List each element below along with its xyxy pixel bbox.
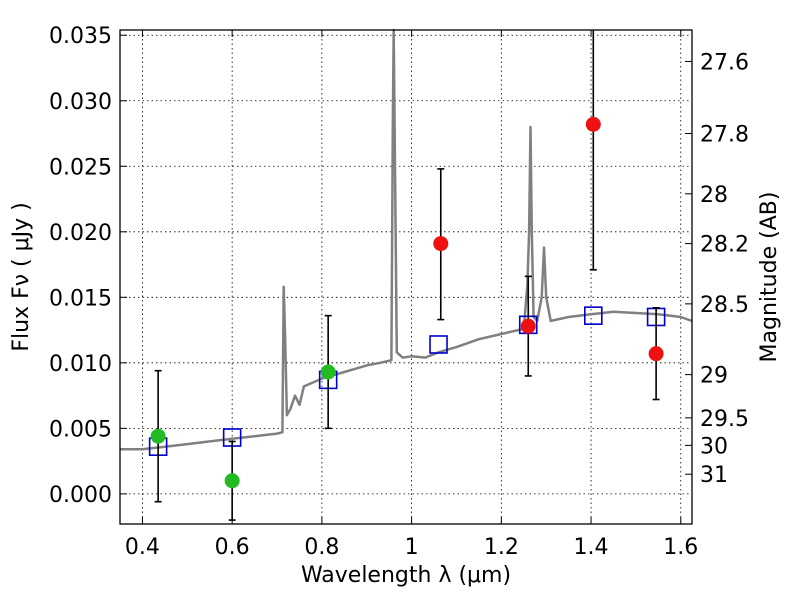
x-tick-label: 0.4 <box>125 535 160 560</box>
y-tick-label: 0.020 <box>49 221 112 246</box>
x-tick-labels: 0.4 0.6 0.8 1 1.2 1.4 1.6 <box>125 535 698 560</box>
y2-tick-label: 30 <box>700 434 728 459</box>
y2-tick-label: 29.5 <box>700 407 749 432</box>
model-photometry-square <box>429 335 448 354</box>
y-tick-label: 0.035 <box>49 24 112 49</box>
model-photometry-layer <box>148 306 666 456</box>
y-tick-label: 0.005 <box>49 417 112 442</box>
detection-point <box>224 473 240 489</box>
x-tick-label: 1.2 <box>484 535 519 560</box>
detection-point <box>320 364 336 380</box>
x-tick-label: 1.4 <box>574 535 609 560</box>
model-spectrum-layer <box>120 28 693 451</box>
x-tick-label: 0.8 <box>304 535 339 560</box>
tick-marks <box>120 30 692 524</box>
model-photometry-square <box>584 306 603 325</box>
y2-tick-label: 29 <box>700 364 728 389</box>
y-axis-label: Flux Fν ( μJy ) <box>9 202 34 351</box>
y2-tick-label: 28.5 <box>700 293 749 318</box>
x-tick-label: 0.6 <box>215 535 250 560</box>
detections-layer <box>150 116 664 489</box>
y-tick-label: 0.015 <box>49 286 112 311</box>
x-tick-label: 1.6 <box>663 535 698 560</box>
y2-tick-label: 28.2 <box>700 233 749 258</box>
detection-point <box>648 346 664 362</box>
y-tick-labels: 0.000 0.005 0.010 0.015 0.020 0.025 0.030 0.035 <box>49 24 112 508</box>
y-tick-label: 0.000 <box>49 483 112 508</box>
y2-tick-label: 31 <box>700 463 728 488</box>
y-tick-label: 0.010 <box>49 352 112 377</box>
y-tick-label: 0.025 <box>49 155 112 180</box>
detection-point <box>150 428 166 444</box>
detection-point <box>520 318 536 334</box>
x-axis-label: Wavelength λ (μm) <box>301 563 511 588</box>
detection-point <box>433 236 449 252</box>
x-tick-label: 1 <box>405 535 419 560</box>
y2-tick-label: 28 <box>700 183 728 208</box>
detection-point <box>585 116 601 132</box>
y2-tick-label: 27.6 <box>700 50 749 75</box>
y2-tick-labels: 27.6 27.8 28 28.2 28.5 29 29.530 31 <box>700 50 749 488</box>
y2-axis-label: Magnitude (AB) <box>757 192 782 363</box>
grid-lines <box>120 30 692 524</box>
y2-tick-label: 27.8 <box>700 123 749 148</box>
model-spectrum-line <box>120 28 693 451</box>
y-tick-label: 0.030 <box>49 90 112 115</box>
plot-frame <box>119 29 693 525</box>
